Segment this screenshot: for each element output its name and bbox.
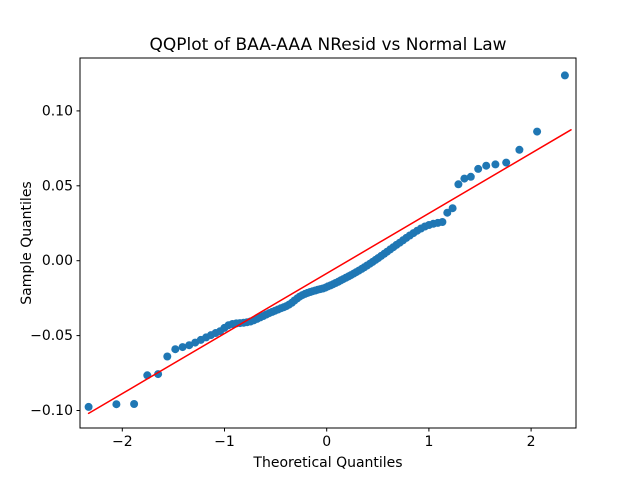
x-axis-label: Theoretical Quantiles xyxy=(252,455,402,471)
data-point xyxy=(185,341,194,350)
data-point xyxy=(130,400,139,408)
data-point xyxy=(491,160,500,169)
y-tick-label: −0.05 xyxy=(30,328,73,344)
y-tick-label: 0.05 xyxy=(42,178,73,194)
x-tick-label: 0 xyxy=(322,434,331,450)
data-point xyxy=(560,71,569,80)
data-point xyxy=(466,172,475,181)
data-point xyxy=(533,127,542,136)
y-axis-label: Sample Quantiles xyxy=(19,181,35,304)
data-point xyxy=(171,345,180,354)
x-tick-label: 1 xyxy=(424,434,433,450)
data-point xyxy=(474,164,483,173)
data-point xyxy=(502,158,511,167)
x-tick-label: 2 xyxy=(527,434,536,450)
y-tick-label: 0.00 xyxy=(42,253,73,269)
data-point xyxy=(84,402,93,411)
y-tick-label: 0.10 xyxy=(42,103,73,119)
data-point xyxy=(163,352,172,361)
chart-title: QQPlot of BAA-AAA NResid vs Normal Law xyxy=(149,35,506,55)
data-point xyxy=(448,204,457,213)
axes-frame xyxy=(79,57,577,429)
scatter-points-group xyxy=(84,71,569,411)
x-tick-label: −1 xyxy=(214,434,235,450)
data-point xyxy=(515,145,524,154)
data-point xyxy=(178,343,187,352)
fit-line xyxy=(87,129,572,415)
fit-line-group xyxy=(87,129,572,415)
data-point xyxy=(482,161,491,170)
data-point xyxy=(112,400,121,409)
data-point xyxy=(438,218,447,226)
data-point xyxy=(443,208,452,217)
axis-ticks-group: −2 −1 0 1 2 −0.10 −0.05 0.00 0.05 0.10 xyxy=(30,103,535,450)
data-point xyxy=(460,174,469,183)
y-tick-label: −0.10 xyxy=(30,403,73,419)
x-tick-label: −2 xyxy=(112,434,133,450)
data-point xyxy=(454,180,463,189)
